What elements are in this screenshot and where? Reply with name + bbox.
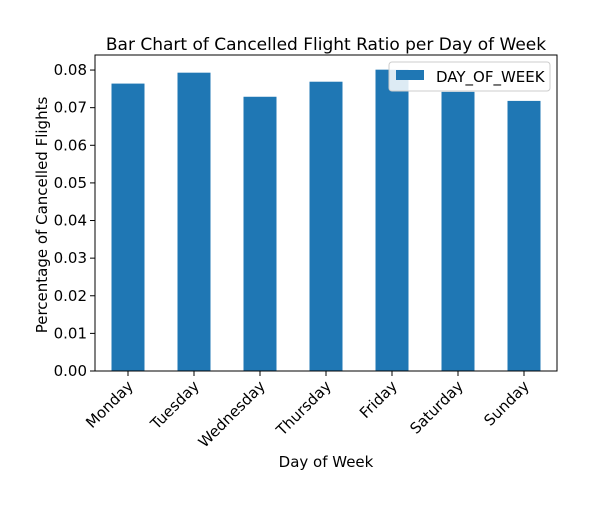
x-tick-label: Saturday [406, 377, 467, 438]
bar-friday [375, 69, 409, 372]
bar-tuesday [177, 72, 211, 372]
x-tick-label: Friday [356, 377, 401, 422]
x-tick-label: Wednesday [195, 377, 269, 451]
bar-monday [111, 83, 145, 371]
y-tick-label: 0.07 [54, 99, 87, 117]
bar-saturday [441, 91, 475, 372]
y-tick-label: 0.06 [54, 136, 87, 154]
y-tick-label: 0.04 [54, 212, 87, 230]
x-tick-label: Thursday [272, 377, 335, 440]
legend: DAY_OF_WEEK [388, 61, 551, 92]
bar-wednesday [243, 96, 277, 371]
bar-thursday [309, 81, 343, 372]
chart-title: Bar Chart of Cancelled Flight Ratio per … [106, 35, 546, 55]
x-tick-label: Sunday [480, 377, 533, 430]
x-tick-label: Monday [82, 377, 137, 432]
bars-group [111, 69, 541, 372]
y-axis-label: Percentage of Cancelled Flights [33, 97, 51, 334]
y-axis: 0.00 0.01 0.02 0.03 0.04 0.05 0.06 0.07 0.08 [54, 61, 95, 380]
y-tick-label: 0.01 [54, 324, 87, 342]
y-tick-label: 0.05 [54, 174, 87, 192]
y-tick-label: 0.08 [54, 61, 87, 79]
y-tick-label: 0.00 [54, 362, 87, 380]
legend-frame [388, 61, 551, 92]
y-tick-label: 0.03 [54, 249, 87, 267]
bar-sunday [507, 100, 541, 372]
x-tick-label: Tuesday [146, 377, 203, 434]
legend-label: DAY_OF_WEEK [436, 68, 546, 87]
y-tick-label: 0.02 [54, 287, 87, 305]
x-axis-label: Day of Week [279, 453, 374, 471]
legend-swatch [396, 70, 424, 80]
